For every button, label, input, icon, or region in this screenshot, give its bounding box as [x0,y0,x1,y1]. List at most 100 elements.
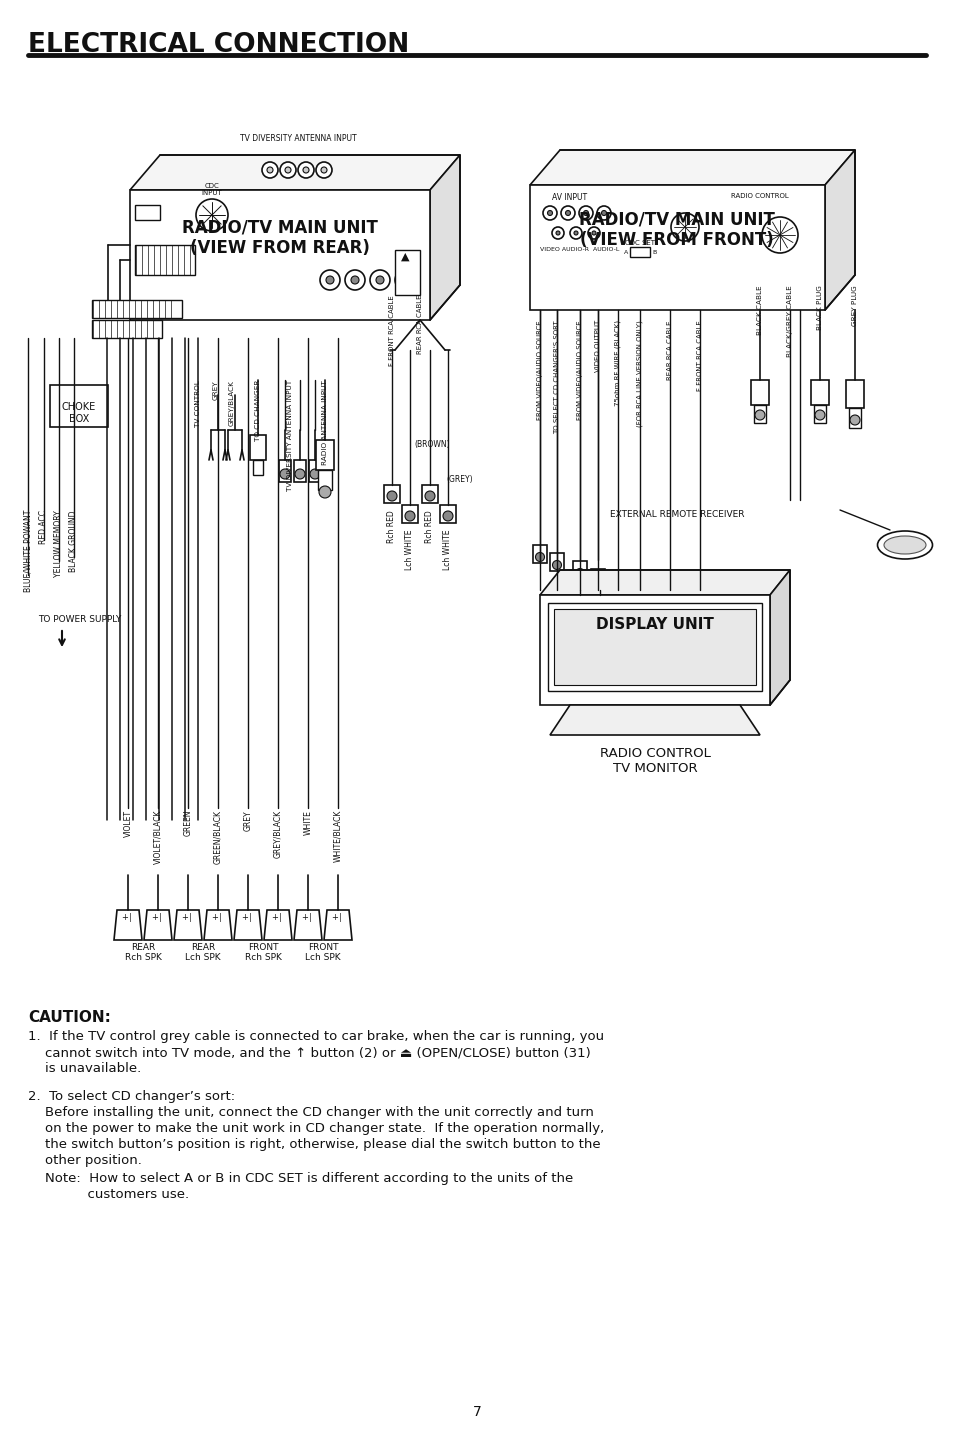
Text: Rch RED: Rch RED [425,511,434,543]
Bar [421,485,437,503]
Bar [135,245,194,275]
Text: CAUTION:: CAUTION: [28,1010,111,1025]
Circle shape [547,210,552,216]
Polygon shape [430,154,459,320]
Circle shape [315,162,332,177]
Polygon shape [144,909,172,940]
Text: FRONT
Lch SPK: FRONT Lch SPK [305,942,340,962]
Polygon shape [113,909,142,940]
Bar [590,569,604,586]
Text: GREEN: GREEN [183,809,193,837]
Circle shape [583,210,588,216]
Text: |: | [278,912,281,922]
Circle shape [592,232,596,235]
Text: TO SELECT CD CHANGER'S SORT: TO SELECT CD CHANGER'S SORT [554,320,559,433]
Circle shape [310,469,319,479]
Text: |: | [219,912,221,922]
Circle shape [587,227,599,239]
Text: WHITE: WHITE [303,809,313,835]
Polygon shape [530,150,854,184]
Text: cannot switch into TV mode, and the ↑ button (2) or ⏏ (OPEN/CLOSE) button (31): cannot switch into TV mode, and the ↑ bu… [28,1045,590,1060]
Polygon shape [204,909,232,940]
Circle shape [351,276,358,285]
Text: A: A [623,250,627,255]
Text: VIOLET/BLACK: VIOLET/BLACK [153,809,162,865]
Text: GREY: GREY [213,380,219,399]
Polygon shape [233,909,262,940]
Text: Rch RED: Rch RED [387,511,396,543]
Circle shape [754,410,764,420]
Bar [253,460,263,475]
Polygon shape [294,909,322,940]
Circle shape [761,217,797,253]
Text: +: + [301,912,308,922]
Text: AV INPUT: AV INPUT [552,193,587,202]
Text: F FRONT RCA CABLE: F FRONT RCA CABLE [389,295,395,366]
Bar [317,470,332,490]
Text: YELLOW MEMORY: YELLOW MEMORY [54,511,64,576]
Circle shape [574,232,578,235]
Circle shape [326,276,334,285]
Bar [315,440,334,470]
Text: REAR RCA CABLE: REAR RCA CABLE [666,320,672,379]
Polygon shape [324,909,352,940]
Bar [278,460,291,482]
Bar [848,408,861,428]
Circle shape [297,162,314,177]
Circle shape [565,210,570,216]
Text: |: | [159,912,161,922]
Bar [384,485,399,503]
Polygon shape [130,154,459,190]
Text: |: | [129,912,132,922]
Circle shape [318,486,331,498]
Bar [294,460,306,482]
Bar [845,380,863,408]
Text: GREY/BLACK: GREY/BLACK [229,380,234,426]
Bar [91,320,162,337]
Circle shape [400,276,409,285]
Circle shape [405,511,415,521]
Text: DISPLAY UNIT: DISPLAY UNIT [596,616,713,632]
Circle shape [320,167,327,173]
Text: ▲: ▲ [400,252,409,262]
Circle shape [670,213,699,242]
Circle shape [535,552,544,562]
Circle shape [262,162,277,177]
Ellipse shape [877,531,931,559]
Circle shape [442,511,453,521]
Text: ELECTRICAL CONNECTION: ELECTRICAL CONNECTION [28,31,409,59]
Text: the switch button’s position is right, otherwise, please dial the switch button : the switch button’s position is right, o… [28,1138,600,1151]
Polygon shape [264,909,292,940]
Bar [130,190,430,320]
Circle shape [601,210,606,216]
Circle shape [267,167,273,173]
Text: customers use.: customers use. [28,1188,189,1201]
Text: +: + [331,912,337,922]
Text: 2.  To select CD changer’s sort:: 2. To select CD changer’s sort: [28,1090,234,1103]
Text: +: + [181,912,188,922]
Circle shape [303,167,309,173]
Bar [810,380,828,405]
Text: Lch WHITE: Lch WHITE [405,531,414,571]
Polygon shape [539,571,789,595]
Text: EXTERNAL REMOTE RECEIVER: EXTERNAL REMOTE RECEIVER [609,511,743,519]
Circle shape [387,490,396,500]
Text: GREY PLUG: GREY PLUG [851,285,857,326]
Circle shape [560,206,575,220]
Text: TO POWER SUPPLY: TO POWER SUPPLY [38,615,121,623]
Text: Before installing the unit, connect the CD changer with the unit correctly and t: Before installing the unit, connect the … [28,1105,594,1120]
Text: BLACK PLUG: BLACK PLUG [816,285,822,330]
Bar [750,380,768,405]
Circle shape [552,227,563,239]
Text: B: B [651,250,656,255]
Text: TV CONTROL: TV CONTROL [194,380,201,426]
Text: RADIO CONTROL
TV MONITOR: RADIO CONTROL TV MONITOR [598,746,710,775]
Bar [533,545,546,563]
Text: +: + [151,912,157,922]
Text: VIDEO AUDIO-R  AUDIO-L: VIDEO AUDIO-R AUDIO-L [539,247,618,252]
Circle shape [370,270,390,290]
Circle shape [280,469,290,479]
Text: WHITE/BLACK: WHITE/BLACK [334,809,342,862]
Text: CHOKE
BOX: CHOKE BOX [62,402,96,423]
Circle shape [280,162,295,177]
